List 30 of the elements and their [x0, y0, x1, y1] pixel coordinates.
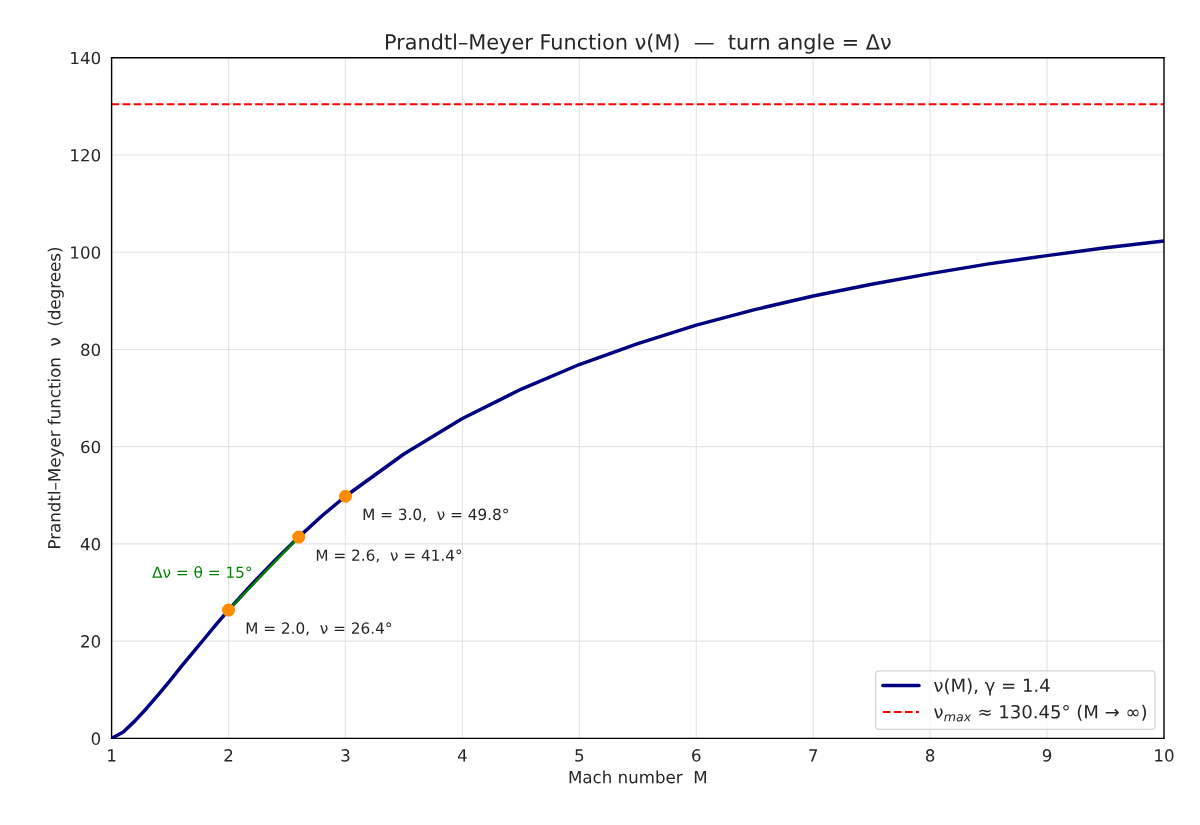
- annotation: M = 3.0, ν = 49.8°: [363, 508, 508, 522]
- x-tick-label: 2: [224, 749, 233, 762]
- x-tick-label: 9: [1042, 749, 1052, 762]
- x-tick-label: 1: [108, 749, 116, 762]
- x-tick-label: 6: [692, 749, 701, 762]
- x-tick-label: 8: [925, 749, 935, 762]
- x-tick-label: 5: [575, 749, 584, 762]
- point: [222, 603, 236, 617]
- x-axis-title: Mach number M: [569, 770, 706, 784]
- x-tick-label: 3: [341, 749, 350, 762]
- x-tick-label: 7: [809, 749, 818, 762]
- point: [292, 530, 306, 544]
- y-tick-label: 100: [71, 246, 101, 259]
- y-axis-title: Prandtl–Meyer function ν (degrees): [47, 247, 64, 548]
- x-tick-label: 10: [1155, 749, 1174, 762]
- y-tick-label: 80: [81, 343, 101, 357]
- chart-title: Prandtl–Meyer Function ν(M) — turn angle = Δν: [386, 33, 891, 54]
- annotation: M = 2.0, ν = 26.4°: [246, 622, 392, 636]
- y-tick-label: 120: [71, 148, 101, 162]
- y-tick-label: 0: [91, 732, 101, 745]
- y-tick-label: 40: [80, 537, 101, 551]
- y-tick-label: 140: [71, 51, 101, 65]
- y-tick-label: 20: [81, 635, 101, 648]
- annotation: M = 2.6, ν = 41.4°: [316, 549, 462, 563]
- annotation: Δν = θ = 15°: [152, 566, 252, 578]
- point: [338, 489, 352, 503]
- y-tick-label: 60: [81, 440, 101, 454]
- x-tick-label: 4: [457, 749, 467, 762]
- legend-label: ν(M), γ = 1.4: [934, 678, 1050, 696]
- legend-label: ν$_{max}$ ≈ 130.45° (M → ∞): [934, 704, 1147, 722]
